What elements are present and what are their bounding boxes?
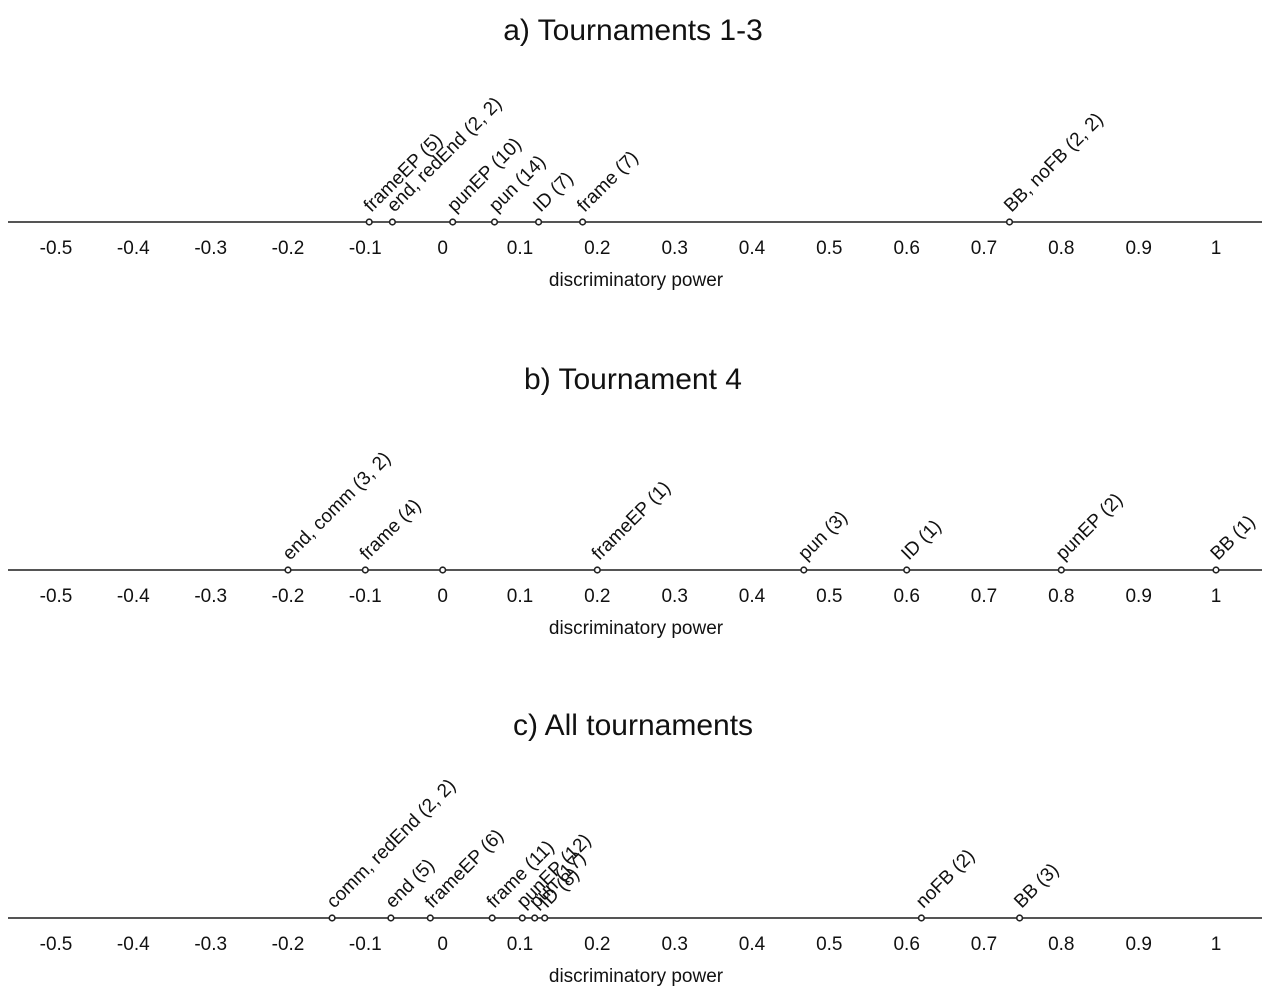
panel-b-tick-labels: -0.5 -0.4 -0.3 -0.2 -0.1 0 0.1 0.2 0.3 0.4 0.5 0.6 0… [40,586,1222,607]
tick-label: 0.4 [739,586,766,607]
tick-label: 0.7 [971,238,997,259]
data-point [518,914,526,922]
data-point [365,218,373,226]
point-label: BB (3) [1010,860,1063,913]
tick-label: -0.3 [194,586,227,607]
tick-label: 0.7 [971,934,997,955]
tick-label: 0.6 [893,586,919,607]
tick-label: -0.4 [117,586,150,607]
tick-label: 0 [437,934,448,955]
tick-label: 0.2 [584,934,610,955]
panel-b-xlabel: discriminatory power [549,618,724,639]
panel-c-tick-labels: -0.5 -0.4 -0.3 -0.2 -0.1 0 0.1 0.2 0.3 0.4 0.5 0.6 0… [40,934,1222,955]
data-point [800,566,808,574]
data-point [488,914,496,922]
tick-label: 0.5 [816,934,842,955]
tick-label: 0.4 [739,934,766,955]
tick-label: -0.1 [349,934,382,955]
tick-label: -0.4 [117,238,150,259]
panel-c-title: c) All tournaments [513,709,753,742]
tick-label: 0.9 [1125,586,1151,607]
data-point [1005,218,1014,226]
tick-label: 0.2 [584,238,610,259]
point-label: punEP (2) [1052,489,1127,564]
tick-label: 0.7 [971,586,997,607]
tick-label: 0.8 [1048,934,1074,955]
tick-label: -0.2 [272,238,305,259]
data-point [449,218,457,226]
panel-a: a) Tournaments 1-3 -0.5 -0.4 -0.3 -0.2 -0.1 0… [8,14,1262,291]
data-point [903,566,911,574]
tick-label: 0.4 [739,238,766,259]
tick-label: 0.6 [893,238,919,259]
tick-label: -0.3 [194,238,227,259]
data-point [593,566,601,574]
data-point [917,914,926,922]
tick-label: 0.5 [816,586,842,607]
panel-c-points: comm, redEnd (2, 2)end (5)frameEP (6)fra… [323,775,1063,922]
tick-label: -0.4 [117,934,150,955]
point-label: BB, noFB (2, 2) [1000,109,1107,216]
data-point [328,914,336,922]
point-label: BB (1) [1207,512,1260,565]
tick-label: 0.8 [1048,238,1074,259]
panel-a-tick-labels: -0.5 -0.4 -0.3 -0.2 -0.1 0 0.1 0.2 0.3 0.4 0.5 0.6 0… [40,238,1222,259]
tick-label: -0.1 [349,586,382,607]
tick-label: 0.9 [1125,934,1151,955]
panel-c-xlabel: discriminatory power [549,966,724,987]
data-point [1212,566,1220,574]
panel-a-xlabel: discriminatory power [549,270,724,291]
data-point [1057,566,1065,574]
point-label: frame (7) [573,147,642,216]
panel-a-points: frameEP (5)end, redEnd (2, 2)punEP (10)p… [360,93,1108,226]
panel-a-title: a) Tournaments 1-3 [503,14,763,47]
data-point [531,914,539,922]
data-point [534,218,543,226]
data-point [1015,914,1024,922]
tick-label: 1 [1211,238,1222,259]
tick-label: -0.3 [194,934,227,955]
tick-label: -0.5 [40,934,73,955]
tick-label: 0.1 [507,238,533,259]
data-point [361,566,369,574]
data-point [284,566,292,574]
tick-label: 0.1 [507,586,533,607]
panel-b: b) Tournament 4 -0.5 -0.4 -0.3 -0.2 -0.1 0 0.1… [8,363,1262,639]
tick-label: 0.6 [893,934,919,955]
panel-c: c) All tournaments -0.5 -0.4 -0.3 -0.2 -0.1 0… [8,709,1262,987]
tick-label: -0.1 [349,238,382,259]
tick-label: 0 [437,586,448,607]
point-label: noFB (2) [912,845,979,912]
point-label: frame (4) [356,495,425,564]
data-point [490,218,499,226]
panel-b-points: end, comm (3, 2)frame (4) frameEP (1) pun … [279,448,1260,574]
tick-label: 0.8 [1048,586,1074,607]
tick-label: -0.2 [272,934,305,955]
tick-label: 1 [1211,586,1222,607]
data-point [439,566,447,574]
data-point [541,914,549,922]
point-label: pun (3) [794,507,851,564]
tick-label: 0.3 [661,934,687,955]
tick-label: 0.2 [584,586,610,607]
tick-label: -0.5 [40,586,73,607]
data-point [426,914,434,922]
data-point [578,218,587,226]
point-label: ID (1) [897,516,945,564]
tick-label: -0.2 [272,586,305,607]
tick-label: 0.9 [1125,238,1151,259]
tick-label: -0.5 [40,238,73,259]
tick-label: 1 [1211,934,1222,955]
tick-label: 0.3 [661,586,687,607]
tick-label: 0.5 [816,238,842,259]
data-point [387,914,395,922]
point-label: frameEP (1) [588,478,675,565]
data-point [388,218,397,226]
tick-label: 0 [437,238,448,259]
tick-label: 0.3 [661,238,687,259]
panel-b-title: b) Tournament 4 [524,363,742,396]
tick-label: 0.1 [507,934,533,955]
